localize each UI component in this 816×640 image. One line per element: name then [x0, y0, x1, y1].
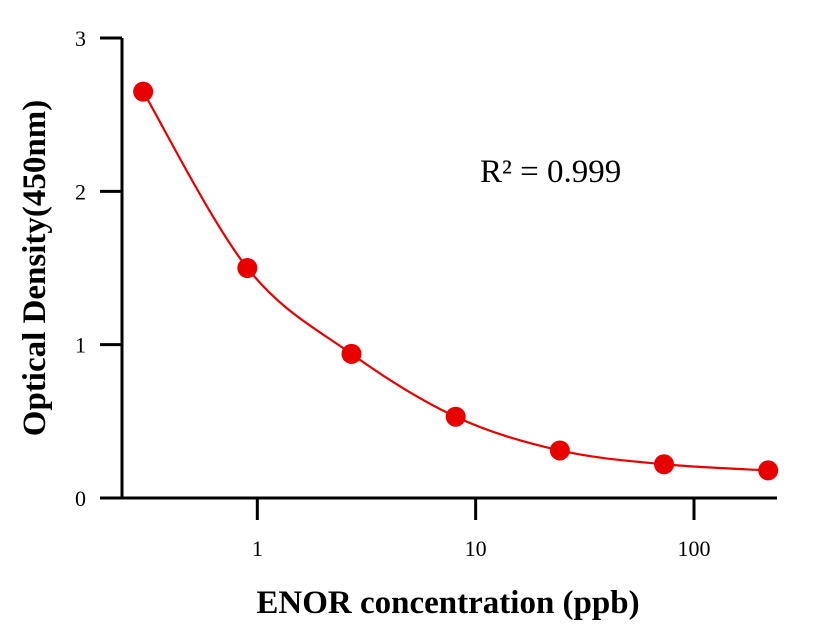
x-tick-label: 10	[465, 536, 487, 561]
r-squared-annotation: R² = 0.999	[480, 154, 621, 190]
data-point	[758, 460, 779, 481]
axes-layer	[120, 38, 777, 500]
y-axis-title: Optical Density(450nm)	[17, 100, 53, 436]
x-axis-title: ENOR concentration (ppb)	[256, 585, 639, 621]
x-tick-label: 1	[252, 536, 263, 561]
y-tick-label: 3	[75, 26, 86, 51]
data-point	[549, 440, 570, 461]
data-point	[654, 454, 675, 475]
data-point	[133, 81, 154, 102]
y-tick-label: 0	[75, 486, 86, 511]
data-points-layer	[133, 81, 779, 481]
ticks-layer: 0 1 2 3 1 10 100	[75, 26, 710, 561]
x-tick-label: 100	[677, 536, 710, 561]
data-point	[341, 343, 362, 364]
data-point	[237, 258, 258, 278]
data-point	[445, 406, 466, 427]
y-tick-label: 2	[75, 179, 86, 204]
y-tick-label: 1	[75, 333, 86, 358]
